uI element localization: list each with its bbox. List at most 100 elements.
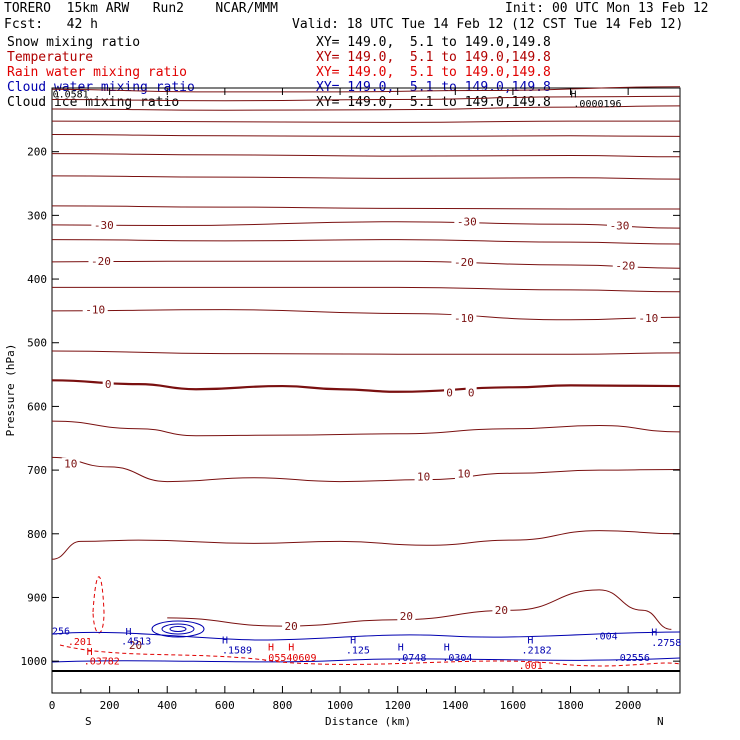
header-model: TORERO 15km ARW Run2 NCAR/MMM: [4, 1, 278, 16]
y-tick-label: 1000: [21, 655, 48, 668]
field-label: H: [651, 628, 657, 639]
field-name-temperature: Temperature: [7, 50, 94, 65]
temperature-contour--55: [51, 120, 680, 123]
temperature-contour--55: [51, 105, 681, 111]
temperature-label: 20: [495, 604, 508, 617]
contour-label-bg: [612, 259, 638, 272]
contour-label-bg: [635, 311, 661, 324]
temperature-label: -30: [610, 220, 630, 233]
temperature-contour--35: [51, 205, 680, 210]
contour-label-bg: [465, 386, 477, 399]
hydrometeor-contours: [51, 576, 681, 672]
contour-label-bg: [454, 467, 473, 480]
field-label: .0304: [442, 653, 472, 664]
contour-label-bg: [102, 378, 114, 391]
field-name-cloud-ice: Cloud ice mixing ratio: [7, 95, 180, 110]
cloud-ice-core-inner: [161, 623, 195, 635]
contour-label-bg: [451, 255, 477, 268]
temperature-contour--25: [51, 239, 681, 245]
field-label: H: [444, 642, 450, 653]
field-label: .125: [346, 646, 370, 657]
contour-label-bg: [126, 639, 145, 652]
y-tick-label: 700: [27, 464, 47, 477]
field-label: .004: [594, 632, 618, 643]
y-tick-label: 800: [27, 528, 47, 541]
contour-label-bg: [607, 219, 633, 232]
cloud-water-band-lower: [51, 657, 681, 663]
field-name-snow: Snow mixing ratio: [7, 35, 141, 50]
temperature-label: -10: [85, 304, 105, 317]
plot-frame: [51, 87, 681, 694]
cloud-ice-core: [151, 620, 205, 638]
field-label: H: [288, 642, 294, 653]
field-label: H: [527, 635, 533, 646]
field-label: H: [571, 90, 577, 101]
field-label: .02556: [614, 653, 650, 664]
temperature-contour--15: [52, 286, 681, 293]
temperature-label: 10: [64, 458, 77, 471]
temperature-label: 10: [457, 467, 470, 480]
field-label: .1589: [222, 646, 252, 657]
contour-label-bg: [61, 457, 80, 470]
x-axis: 0 200 400 600 800 1000 1200 1400 1600 1800 2000: [49, 88, 658, 712]
temperature-label: 20: [129, 639, 142, 652]
contour-label-bg: [444, 386, 456, 399]
temperature-contour--5: [51, 350, 681, 355]
field-xy-rain: XY= 149.0, 5.1 to 149.0,149.8: [316, 65, 551, 80]
temperature-contour-0: [51, 379, 681, 393]
field-label: 0.0581: [53, 90, 89, 101]
field-label: .2182: [522, 646, 552, 657]
field-label: .201: [68, 637, 92, 648]
field-label: H: [398, 642, 404, 653]
temperature-label: -10: [454, 312, 474, 325]
field-label: H: [222, 635, 228, 646]
south-label: S: [85, 715, 92, 728]
temperature-contour--50: [51, 133, 681, 137]
cloud-water-band: [51, 631, 681, 641]
x-tick-label: 800: [273, 699, 293, 712]
header-valid: Valid: 18 UTC Tue 14 Feb 12 (12 CST Tue …: [292, 17, 684, 32]
header-fcst: Fcst: 42 h: [4, 17, 98, 32]
y-tick-label: 300: [27, 209, 47, 222]
temperature-label: 0: [468, 386, 475, 399]
field-name-rain: Rain water mixing ratio: [7, 65, 188, 80]
x-tick-label: 400: [157, 699, 177, 712]
temperature-contour--45: [51, 153, 681, 158]
field-label: .4513: [121, 637, 151, 648]
rain-contour: [92, 576, 105, 634]
header-init: Init: 00 UTC Mon 13 Feb 12: [505, 1, 709, 16]
x-tick-label: 1200: [384, 699, 411, 712]
y-tick-label: 900: [27, 591, 47, 604]
contour-label-bg: [91, 218, 117, 231]
field-label: .001: [519, 661, 543, 672]
temperature-label: -20: [615, 260, 635, 273]
field-label: .0748: [396, 653, 426, 664]
temperature-label: -10: [638, 312, 658, 325]
x-tick-label: 2000: [615, 699, 642, 712]
x-tick-label: 1600: [500, 699, 527, 712]
y-tick-label: 500: [27, 337, 47, 350]
contour-label-bg: [451, 311, 477, 324]
temperature-contour--20: [51, 260, 681, 269]
x-tick-label: 0: [49, 699, 56, 712]
cloud-ice-core-center: [169, 626, 187, 632]
y-tick-label: 400: [27, 273, 47, 286]
field-label: H: [350, 635, 356, 646]
y-tick-label: 600: [27, 400, 47, 413]
temperature-label: 10: [417, 470, 430, 483]
rain-band: [59, 644, 681, 667]
field-label: H: [87, 647, 93, 658]
contour-labels: -30 -30 -30 -20 -20 -20 -10 -10 -10 0 0 0 10 10 10 20 20…: [61, 215, 661, 652]
field-label: H: [268, 642, 274, 653]
temperature-contours: [51, 86, 681, 630]
temperature-contour--10: [51, 309, 681, 321]
field-label: H: [125, 627, 131, 638]
contour-label-bg: [282, 620, 301, 633]
contour-label-bg: [414, 470, 433, 483]
temperature-contour-5: [51, 420, 681, 437]
field-label: .03782: [84, 656, 120, 667]
x-axis-label: Distance (km): [325, 715, 411, 728]
temperature-contour-10: [51, 456, 681, 483]
